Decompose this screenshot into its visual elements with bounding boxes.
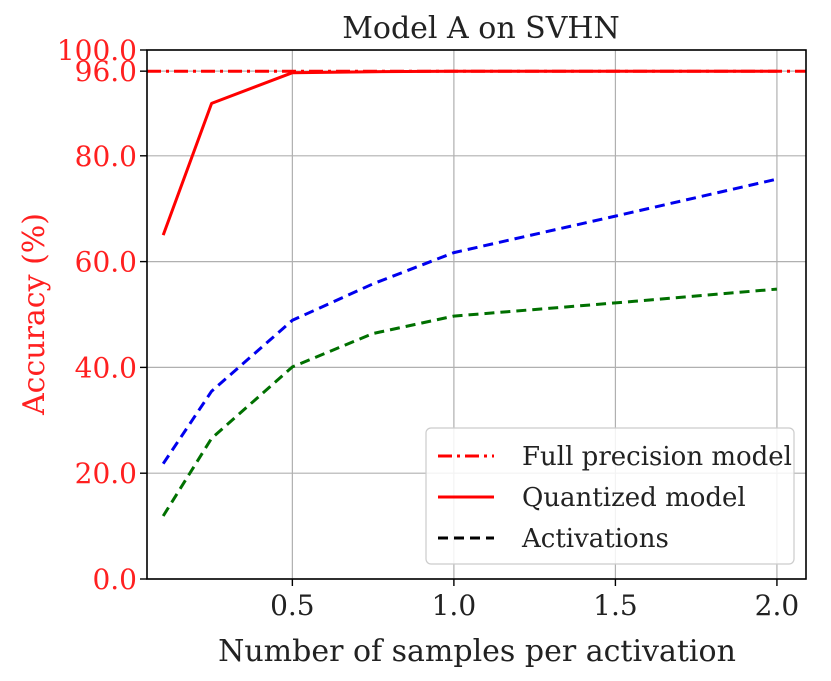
y-tick-label-5: 96.0 xyxy=(75,55,137,88)
x-tick-label-2: 1.5 xyxy=(593,589,638,622)
legend-label-0: Full precision model xyxy=(522,442,792,472)
legend-label-1: Quantized model xyxy=(522,483,746,513)
series-line-1-quantized-model xyxy=(161,69,777,236)
series-line-3-activations xyxy=(161,287,778,517)
y-tick-label-6: 100.0 xyxy=(57,34,137,67)
chart-title: Model A on SVHN xyxy=(342,11,620,46)
y-tick-label-1: 20.0 xyxy=(75,457,137,490)
x-tick-label-1: 1.0 xyxy=(432,589,477,622)
legend-box xyxy=(425,427,795,565)
y-tick-label-3: 60.0 xyxy=(75,246,137,279)
x-axis-label: Number of samples per activation xyxy=(218,634,736,669)
y-tick-label-2: 40.0 xyxy=(75,351,137,384)
series-line-2-activations xyxy=(161,177,778,465)
axes-layer xyxy=(140,49,807,586)
y-axis-label: Accuracy (%) xyxy=(17,213,52,416)
plot-frame xyxy=(146,49,807,580)
x-tick-label-0: 0.5 xyxy=(270,589,315,622)
legend-label-2: Activations xyxy=(521,524,669,554)
x-tick-labels: 0.5 1.0 1.5 2.0 xyxy=(270,589,799,622)
series-layer xyxy=(147,69,806,517)
legend: Full precision model Quantized model Activ… xyxy=(425,427,795,565)
y-tick-label-0: 0.0 xyxy=(92,563,137,596)
x-tick-label-3: 2.0 xyxy=(755,589,800,622)
y-tick-label-4: 80.0 xyxy=(75,140,137,173)
